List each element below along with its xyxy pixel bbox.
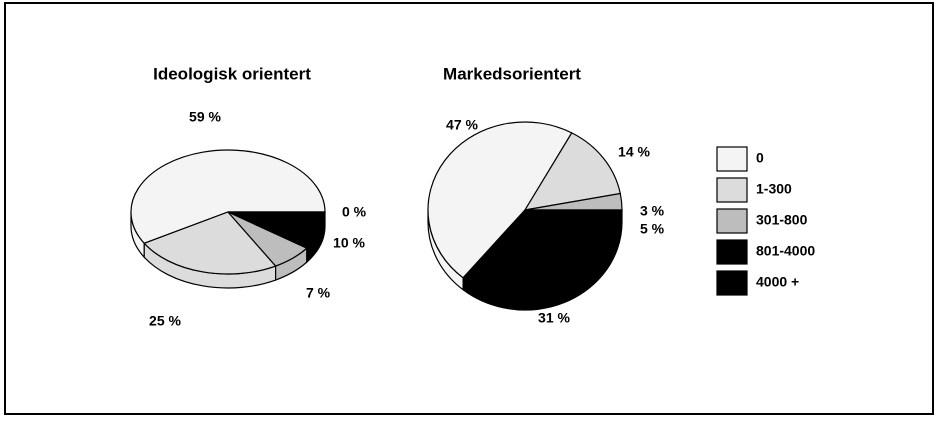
legend-swatch bbox=[716, 177, 748, 203]
data-label: 0 % bbox=[342, 204, 367, 220]
data-label: 7 % bbox=[306, 285, 331, 301]
pie-slice bbox=[227, 211, 326, 249]
legend-label: 4000 + bbox=[756, 274, 799, 290]
pie-slice bbox=[523, 132, 621, 211]
legend-label: 301-800 bbox=[756, 212, 808, 228]
chart-title: Ideologisk orientert bbox=[153, 64, 311, 83]
chart-title: Markedsorientert bbox=[443, 64, 581, 83]
legend-swatch bbox=[716, 208, 748, 234]
legend-swatch bbox=[716, 146, 748, 172]
data-label: 5 % bbox=[640, 221, 665, 237]
pie-slice bbox=[427, 121, 573, 279]
legend-label: 0 bbox=[756, 150, 764, 166]
legend-swatch bbox=[716, 239, 748, 265]
legend-swatch bbox=[716, 270, 748, 296]
data-label: 10 % bbox=[333, 235, 365, 251]
data-label: 14 % bbox=[618, 144, 650, 160]
legend-label: 801-4000 bbox=[756, 243, 815, 259]
pie-slice bbox=[143, 211, 277, 275]
legend-label: 1-300 bbox=[756, 181, 792, 197]
data-label: 25 % bbox=[149, 313, 181, 329]
data-label: 59 % bbox=[189, 109, 221, 125]
pie-slice bbox=[462, 209, 619, 299]
data-label: 3 % bbox=[640, 203, 665, 219]
data-label: 47 % bbox=[446, 117, 478, 133]
pie-slice bbox=[130, 149, 326, 244]
data-label: 31 % bbox=[538, 310, 570, 326]
frame bbox=[4, 2, 934, 415]
